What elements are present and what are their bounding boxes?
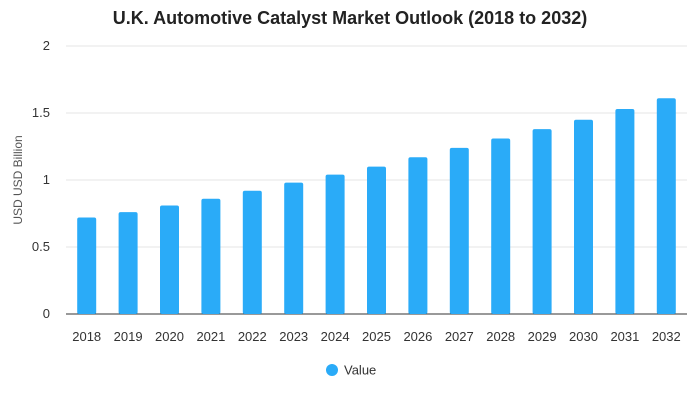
legend-label: Value [344, 363, 376, 378]
y-tick-label: 0 [43, 306, 50, 321]
x-tick-label: 2032 [652, 329, 681, 344]
bar-2020[interactable] [160, 205, 179, 314]
bar-2019[interactable] [118, 212, 138, 314]
bar-2029[interactable] [532, 129, 552, 314]
x-tick-label: 2030 [569, 329, 598, 344]
chart-title: U.K. Automotive Catalyst Market Outlook … [112, 8, 588, 28]
legend[interactable]: Value [326, 363, 376, 378]
y-tick-label: 1.5 [32, 105, 50, 120]
bar-2022[interactable] [242, 190, 262, 314]
x-tick-label: 2028 [486, 329, 515, 344]
y-tick-label: 2 [43, 38, 50, 53]
bar-2023[interactable] [284, 182, 304, 314]
x-tick-label: 2020 [155, 329, 184, 344]
y-axis-label: USD USD Billion [11, 135, 25, 224]
x-tick-label: 2023 [279, 329, 308, 344]
y-tick-label: 1 [43, 172, 50, 187]
x-tick-label: 2019 [114, 329, 143, 344]
bar-2027[interactable] [449, 147, 469, 314]
x-tick-label: 2026 [403, 329, 432, 344]
bar-2032[interactable] [656, 98, 676, 314]
y-tick-label: 0.5 [32, 239, 50, 254]
y-axis-ticks: 0 0.5 1 1.5 2 [32, 38, 50, 321]
x-tick-label: 2024 [321, 329, 350, 344]
x-tick-label: 2022 [238, 329, 267, 344]
bar-2024[interactable] [325, 174, 345, 314]
bars [77, 98, 676, 314]
bar-2030[interactable] [574, 119, 593, 314]
bar-2031[interactable] [615, 108, 635, 314]
bar-2018[interactable] [77, 217, 97, 314]
bar-2026[interactable] [408, 157, 428, 314]
bar-2021[interactable] [201, 198, 221, 314]
x-tick-label: 2021 [196, 329, 225, 344]
x-tick-label: 2025 [362, 329, 391, 344]
bar-2025[interactable] [367, 166, 386, 314]
x-tick-label: 2031 [610, 329, 639, 344]
x-axis-ticks: 2018 2019 2020 2021 2022 2023 2024 2025 2026 2027… [72, 329, 681, 344]
x-tick-label: 2018 [72, 329, 101, 344]
x-tick-label: 2029 [528, 329, 557, 344]
legend-marker [326, 364, 338, 376]
x-tick-label: 2027 [445, 329, 474, 344]
bar-2028[interactable] [491, 138, 511, 314]
